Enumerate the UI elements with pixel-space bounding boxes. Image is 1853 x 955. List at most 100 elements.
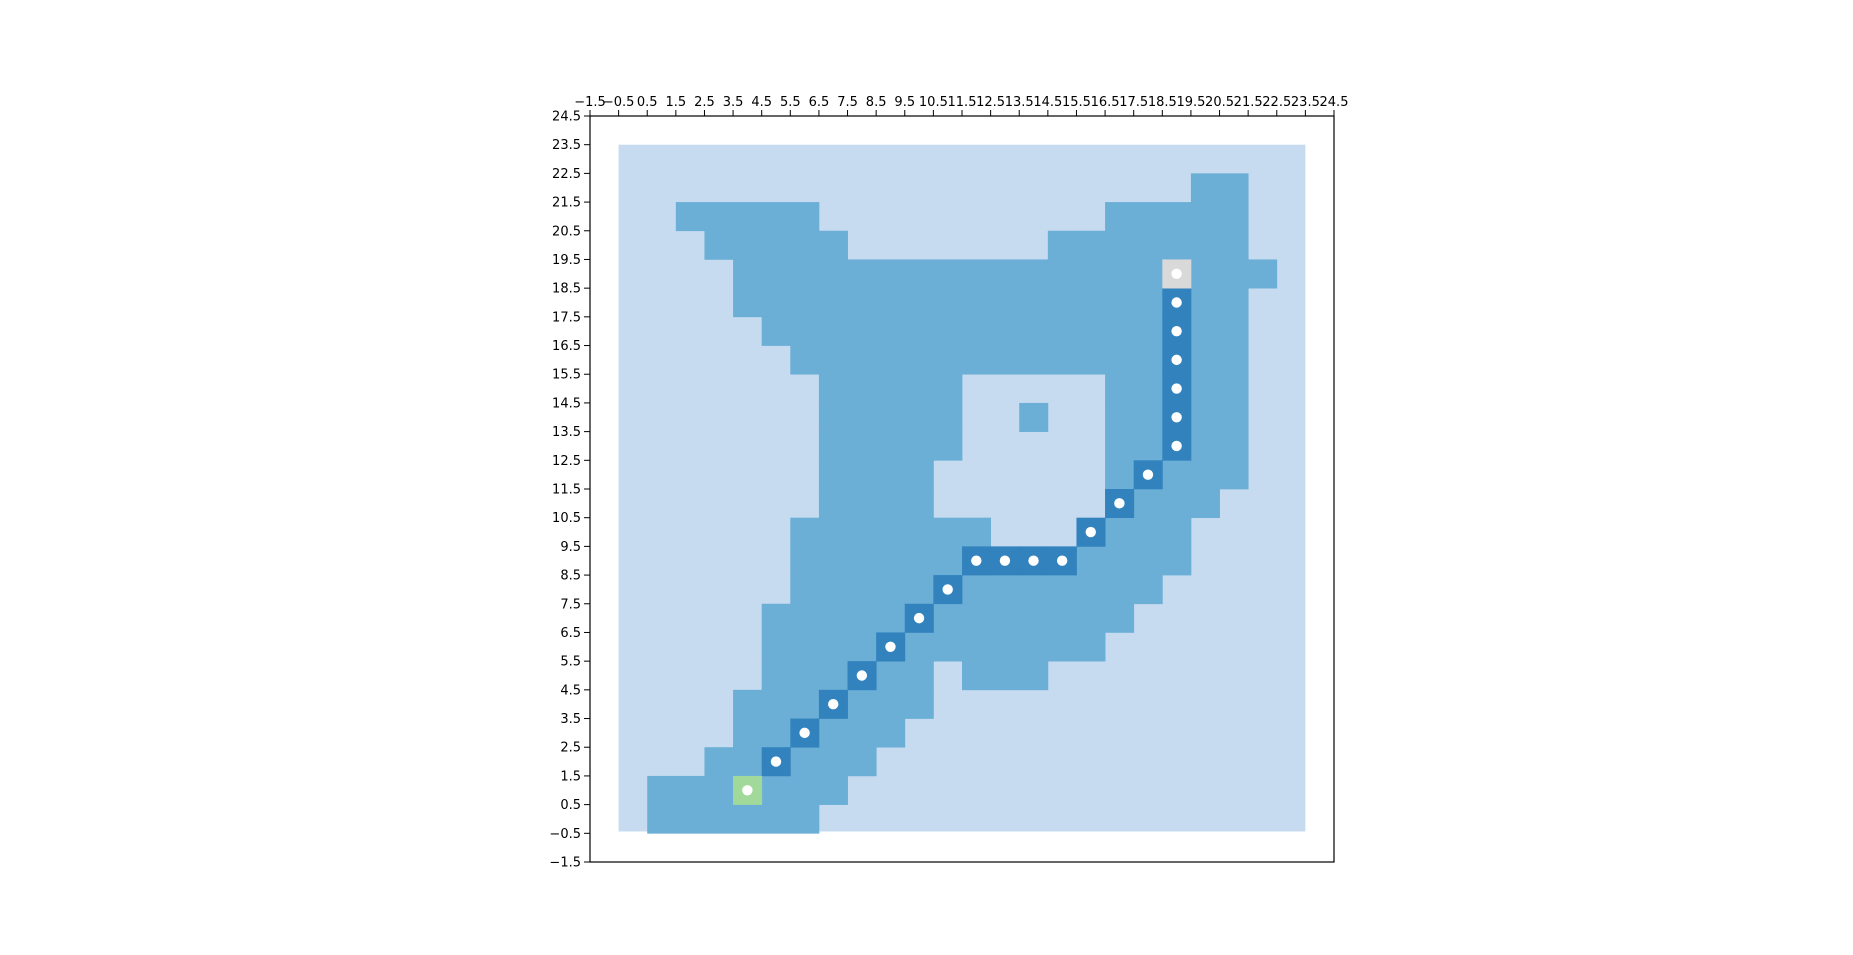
traversable-cell — [818, 603, 848, 633]
traversable-cell — [876, 288, 906, 318]
traversable-cell — [1162, 230, 1192, 260]
traversable-cell — [1162, 460, 1192, 490]
traversable-cell — [904, 316, 934, 346]
path-marker — [1171, 297, 1182, 308]
path-marker — [1085, 526, 1096, 538]
traversable-cell — [1047, 632, 1077, 662]
x-tick-label: 24.5 — [1320, 95, 1349, 110]
y-tick-label: 9.5 — [560, 540, 581, 555]
traversable-cell — [1190, 173, 1220, 203]
traversable-cell — [847, 402, 877, 432]
y-tick-label: 14.5 — [552, 396, 581, 411]
traversable-cell — [876, 575, 906, 605]
traversable-cell — [790, 546, 820, 576]
traversable-cell — [818, 402, 848, 432]
traversable-cell — [733, 718, 763, 748]
traversable-cell — [1190, 489, 1220, 519]
x-tick-label: 2.5 — [694, 95, 715, 110]
y-tick-label: 10.5 — [552, 511, 581, 526]
traversable-cell — [1190, 345, 1220, 375]
traversable-cell — [1133, 575, 1163, 605]
traversable-cell — [790, 632, 820, 662]
traversable-cell — [904, 374, 934, 404]
traversable-cell — [847, 374, 877, 404]
traversable-cell — [818, 230, 848, 260]
traversable-cell — [904, 259, 934, 289]
traversable-cell — [904, 402, 934, 432]
traversable-cell — [733, 689, 763, 719]
traversable-cell — [990, 288, 1020, 318]
traversable-cell — [733, 230, 763, 260]
traversable-cell — [1133, 345, 1163, 375]
x-tick-label: 12.5 — [976, 95, 1005, 110]
traversable-cell — [904, 431, 934, 461]
traversable-cell — [1076, 316, 1106, 346]
y-tick-label: −0.5 — [549, 827, 581, 842]
x-tick-label: 9.5 — [894, 95, 915, 110]
y-tick-label: 8.5 — [560, 569, 581, 584]
x-tick-label: 17.5 — [1119, 95, 1148, 110]
traversable-cell — [790, 775, 820, 805]
traversable-cell — [904, 489, 934, 519]
traversable-cell — [1076, 546, 1106, 576]
traversable-cell — [1133, 489, 1163, 519]
path-marker — [1114, 498, 1125, 509]
x-tick-label: 19.5 — [1176, 95, 1205, 110]
x-tick-label: 22.5 — [1262, 95, 1291, 110]
traversable-cell — [962, 603, 992, 633]
traversable-cell — [847, 288, 877, 318]
traversable-cell — [1047, 345, 1077, 375]
traversable-cell — [1105, 402, 1135, 432]
traversable-cell — [761, 202, 791, 232]
traversable-cell — [904, 689, 934, 719]
path-marker — [1171, 412, 1182, 423]
traversable-cell — [1219, 202, 1249, 232]
traversable-cell — [1133, 230, 1163, 260]
traversable-cell — [790, 747, 820, 777]
traversable-cell — [1019, 288, 1049, 318]
path-marker — [1171, 268, 1182, 280]
traversable-cell — [904, 288, 934, 318]
path-marker — [971, 555, 982, 566]
traversable-cell — [904, 661, 934, 691]
traversable-cell — [1190, 230, 1220, 260]
traversable-cell — [818, 460, 848, 490]
traversable-cell — [1076, 632, 1106, 662]
traversable-cell — [818, 345, 848, 375]
traversable-cell — [1133, 259, 1163, 289]
traversable-cell — [1105, 259, 1135, 289]
traversable-cell — [962, 632, 992, 662]
y-tick-label: 0.5 — [560, 798, 581, 813]
traversable-cell — [761, 718, 791, 748]
traversable-cell — [1019, 316, 1049, 346]
traversable-cell — [933, 316, 963, 346]
traversable-cell — [704, 747, 734, 777]
traversable-cell — [790, 661, 820, 691]
traversable-cell — [933, 345, 963, 375]
traversable-cell — [933, 546, 963, 576]
traversable-cell — [1105, 431, 1135, 461]
traversable-cell — [1105, 546, 1135, 576]
traversable-cell — [1076, 230, 1106, 260]
traversable-cell — [790, 345, 820, 375]
traversable-cell — [1019, 661, 1049, 691]
x-tick-label: 18.5 — [1148, 95, 1177, 110]
path-marker — [1028, 555, 1039, 566]
traversable-cell — [904, 517, 934, 547]
traversable-cell — [847, 489, 877, 519]
x-tick-label: 3.5 — [723, 95, 744, 110]
x-tick-label: 20.5 — [1205, 95, 1234, 110]
traversable-cell — [761, 689, 791, 719]
traversable-cell — [761, 316, 791, 346]
x-tick-label: 4.5 — [751, 95, 772, 110]
traversable-cell — [933, 431, 963, 461]
traversable-cell — [1105, 460, 1135, 490]
traversable-cell — [818, 775, 848, 805]
traversable-cell — [1105, 230, 1135, 260]
traversable-cell — [876, 661, 906, 691]
traversable-cell — [876, 460, 906, 490]
path-marker — [799, 727, 810, 739]
traversable-cell — [1076, 288, 1106, 318]
traversable-cell — [876, 546, 906, 576]
traversable-cell — [962, 259, 992, 289]
